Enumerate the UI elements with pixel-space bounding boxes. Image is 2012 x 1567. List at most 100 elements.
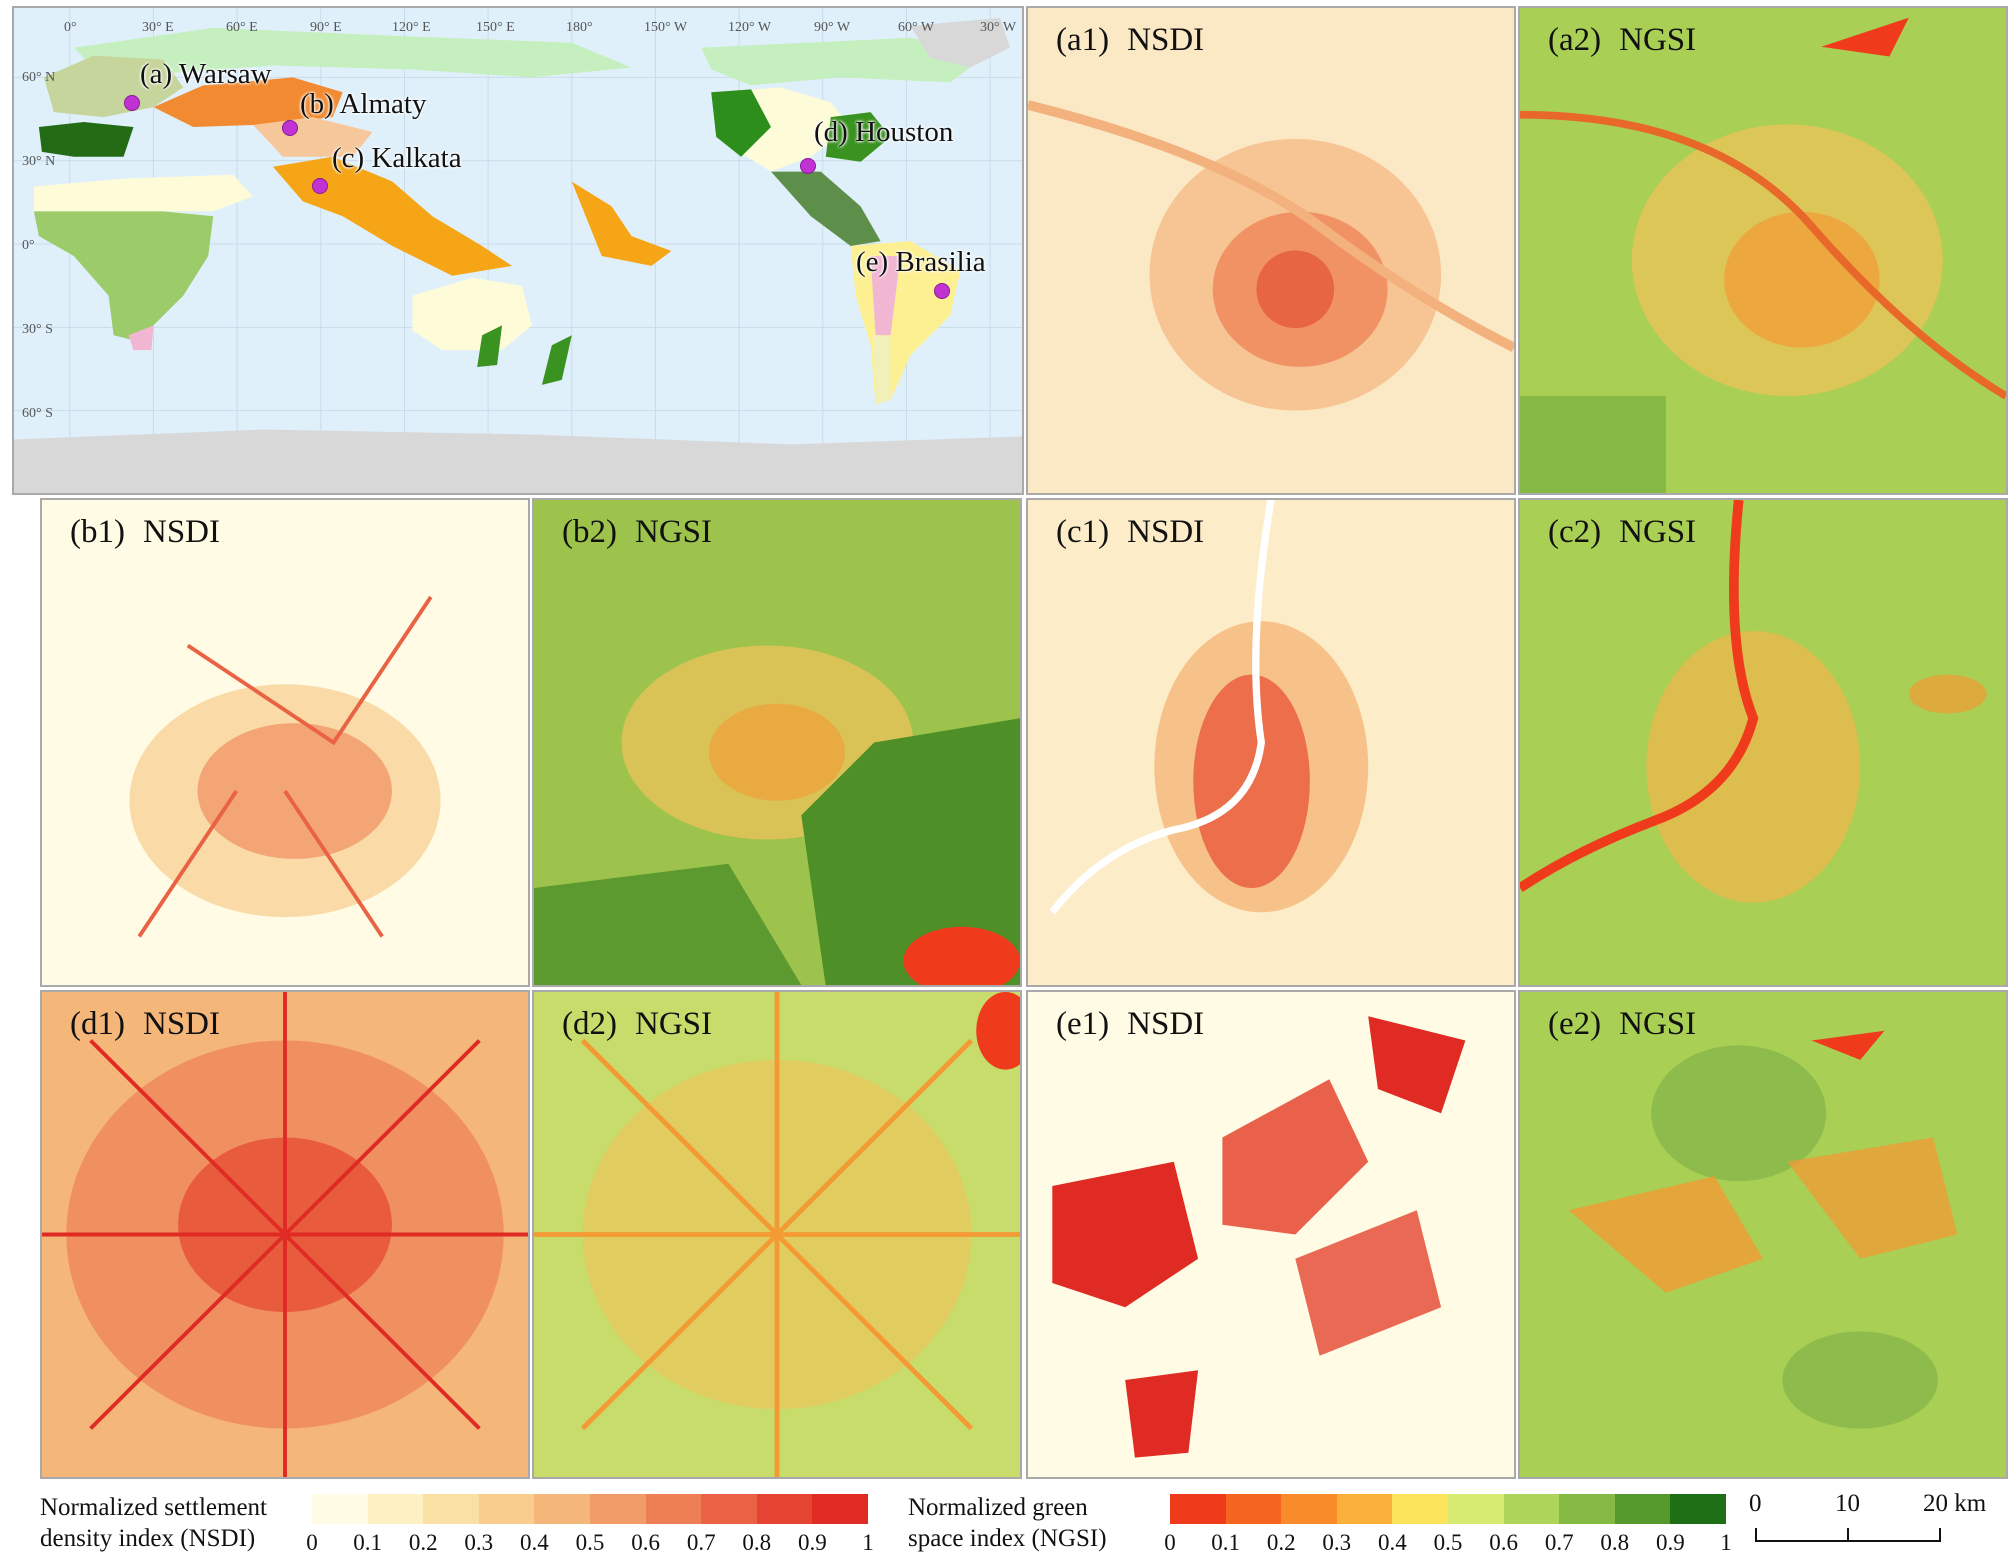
legend-swatch	[1614, 1494, 1671, 1524]
legend-title-line: Normalized green	[908, 1494, 1088, 1521]
legend-swatch	[367, 1494, 424, 1524]
legend-tick-label: 0	[306, 1530, 318, 1555]
lon-label: 150° W	[644, 20, 688, 35]
panel-tag: (a1)	[1056, 22, 1110, 58]
lat-label: 30° N	[22, 154, 56, 169]
legend-swatch	[645, 1494, 702, 1524]
scale-bar-label: 20 km	[1923, 1490, 1987, 1517]
lon-label: 60° E	[226, 20, 258, 35]
panel-tag: (b2)	[562, 514, 617, 550]
panel-e1: (e1) NSDI	[1026, 990, 1516, 1479]
legend-tick-label: 1	[862, 1530, 874, 1555]
panel-c2: (c2) NGSI	[1518, 498, 2008, 987]
panel-label: (c1) NSDI	[1056, 514, 1204, 551]
scale-bar-label: 10	[1835, 1490, 1860, 1517]
panel-b1: (b1) NSDI	[40, 498, 530, 987]
nsdi-legend-title: Normalized settlement density index (NSD…	[40, 1492, 267, 1554]
legend-tick-label: 0.1	[1211, 1530, 1240, 1555]
panel-index-name: NSDI	[1127, 1006, 1205, 1042]
legend-tick-label: 0.6	[1489, 1530, 1518, 1555]
city-label-kalkata: (c) Kalkata	[332, 142, 462, 174]
panel-label: (e2) NGSI	[1548, 1006, 1696, 1043]
legend-tick-label: 0	[1164, 1530, 1176, 1555]
city-label-houston: (d) Houston	[814, 116, 954, 148]
city-label-warsaw: (a) Warsaw	[140, 58, 272, 90]
lon-label: 0°	[64, 20, 77, 35]
legend-swatch	[701, 1494, 757, 1524]
legend-tick-label: 0.9	[1656, 1530, 1685, 1555]
legend-swatch	[423, 1494, 479, 1524]
panel-label: (d2) NGSI	[562, 1006, 712, 1043]
panel-tag: (a2)	[1548, 22, 1602, 58]
scale-bar-tick	[1847, 1528, 1849, 1542]
lon-label: 90° E	[310, 20, 342, 35]
ngsi-raster	[1520, 8, 2006, 493]
nsdi-raster	[1028, 8, 1514, 493]
legend-swatch	[1447, 1494, 1504, 1524]
ngsi-raster	[534, 992, 1020, 1477]
legend-tick-label: 0.5	[1433, 1530, 1463, 1555]
panel-index-name: NSDI	[142, 514, 220, 550]
lon-label: 30° W	[980, 20, 1017, 35]
panel-tag: (c1)	[1056, 514, 1110, 550]
legend-swatch	[1336, 1494, 1393, 1524]
panel-tag: (d2)	[562, 1006, 617, 1042]
legend-swatch	[1392, 1494, 1448, 1524]
legend-swatch	[534, 1494, 590, 1524]
lon-label: 120° W	[728, 20, 772, 35]
panel-label: (b1) NSDI	[70, 514, 220, 551]
city-marker-brasilia	[934, 283, 950, 299]
panel-label: (a2) NGSI	[1548, 22, 1696, 59]
legend-tick-label: 0.7	[686, 1530, 716, 1555]
lat-label: 60° N	[22, 70, 56, 85]
legend-tick-label: 0.4	[520, 1530, 549, 1555]
legend-swatch	[1281, 1494, 1337, 1524]
ngsi-tick-labels: 0 0.1 0.2 0.3 0.4 0.5 0.6 0.7 0.8 0.9 1	[1164, 1530, 1732, 1560]
legend-swatch	[1503, 1494, 1560, 1524]
legend-swatch	[1225, 1494, 1282, 1524]
panel-label: (e1) NSDI	[1056, 1006, 1204, 1043]
lat-label: 30° S	[22, 322, 53, 337]
legend-tick-label: 0.1	[353, 1530, 382, 1555]
nsdi-raster	[42, 500, 528, 985]
nsdi-color-ramp	[312, 1494, 868, 1524]
nsdi-raster	[1028, 992, 1514, 1477]
legend-tick-label: 0.7	[1544, 1530, 1574, 1555]
panel-index-name: NGSI	[634, 1006, 712, 1042]
scale-bar-tick	[1939, 1528, 1941, 1542]
city-marker-kalkata	[312, 178, 328, 194]
legend-tick-label: 0.4	[1378, 1530, 1407, 1555]
world-overview-map: 0° 30° E 60° E 90° E 120° E 150° E 180° …	[12, 6, 1024, 495]
panel-index-name: NSDI	[142, 1006, 220, 1042]
panel-index-name: NSDI	[1127, 22, 1205, 58]
city-label-brasilia: (e) Brasilia	[856, 246, 986, 278]
panel-tag: (c2)	[1548, 514, 1602, 550]
panel-index-name: NGSI	[634, 514, 712, 550]
legend-swatch	[1170, 1494, 1226, 1524]
legend-tick-label: 1	[1720, 1530, 1732, 1555]
legend-title-line: Normalized settlement	[40, 1494, 268, 1521]
legend-swatch	[478, 1494, 535, 1524]
legend-tick-label: 0.3	[464, 1530, 494, 1555]
ngsi-raster	[1520, 992, 2006, 1477]
city-marker-houston	[800, 158, 816, 174]
legend-swatch	[312, 1494, 368, 1524]
panel-d2: (d2) NGSI	[532, 990, 1022, 1479]
lon-label: 120° E	[392, 20, 431, 35]
nsdi-raster	[42, 992, 528, 1477]
scale-bar-tick	[1755, 1528, 1757, 1542]
ngsi-color-ramp	[1170, 1494, 1726, 1524]
lon-label: 150° E	[476, 20, 515, 35]
legend-title-line: space index (NGSI)	[908, 1525, 1107, 1552]
panel-a1: (a1) NSDI	[1026, 6, 1516, 495]
panel-d1: (d1) NSDI	[40, 990, 530, 1479]
lon-label: 30° E	[142, 20, 174, 35]
nsdi-raster	[1028, 500, 1514, 985]
panel-label: (b2) NGSI	[562, 514, 712, 551]
legend-title-line: density index (NSDI)	[40, 1525, 256, 1552]
panel-tag: (e1)	[1056, 1006, 1110, 1042]
panel-index-name: NGSI	[1619, 514, 1697, 550]
legend-swatch	[1559, 1494, 1615, 1524]
legend-tick-label: 0.3	[1322, 1530, 1352, 1555]
legend-tick-label: 0.8	[742, 1530, 772, 1555]
